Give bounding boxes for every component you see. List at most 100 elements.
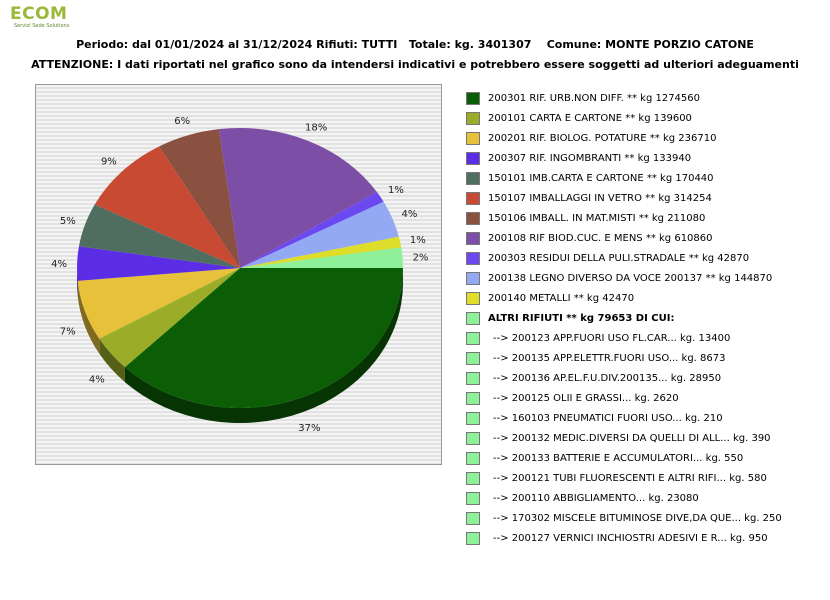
legend-subitem: --> 200133 BATTERIE E ACCUMULATORI... kg…: [466, 450, 826, 470]
legend-swatch: [466, 212, 480, 225]
report-header-period: Periodo: dal 01/01/2024 al 31/12/2024 Ri…: [76, 38, 754, 51]
pie-percent-label: 37%: [298, 423, 320, 434]
pie-slice-side: [77, 280, 100, 354]
legend-swatch: [466, 512, 480, 525]
legend-label: --> 200136 AP.EL.F.U.DIV.200135... kg. 2…: [493, 373, 722, 384]
pie-slice: [240, 192, 384, 268]
pie-slice-side: [77, 268, 78, 296]
legend-label: --> 160103 PNEUMATICI FUORI USO... kg. 2…: [493, 413, 723, 424]
legend-swatch: [466, 292, 480, 305]
pie-slice: [99, 268, 241, 368]
legend-item: 200140 METALLI ** kg 42470: [466, 290, 826, 310]
legend-swatch: [466, 252, 480, 265]
legend-item: 200303 RESIDUI DELLA PULI.STRADALE ** kg…: [466, 250, 826, 270]
legend-label: 200201 RIF. BIOLOG. POTATURE ** kg 23671…: [488, 133, 717, 144]
legend-item: 150101 IMB.CARTA E CARTONE ** kg 170440: [466, 170, 826, 190]
legend-item: 200101 CARTA E CARTONE ** kg 139600: [466, 110, 826, 130]
legend-swatch: [466, 132, 480, 145]
pie-slice-side: [99, 338, 125, 383]
pie-slice: [78, 204, 240, 268]
legend-label: --> 200110 ABBIGLIAMENTO... kg. 23080: [493, 493, 699, 504]
legend-swatch: [466, 272, 480, 285]
pie-percent-label: 1%: [388, 185, 404, 196]
legend-swatch: [466, 532, 480, 545]
legend-swatch: [466, 232, 480, 245]
legend-item: 200307 RIF. INGOMBRANTI ** kg 133940: [466, 150, 826, 170]
legend-subitem: --> 200135 APP.ELETTR.FUORI USO... kg. 8…: [466, 350, 826, 370]
legend-label: --> 200135 APP.ELETTR.FUORI USO... kg. 8…: [493, 353, 726, 364]
legend-label: 150107 IMBALLAGGI IN VETRO ** kg 314254: [488, 193, 712, 204]
legend-label: --> 200132 MEDIC.DIVERSI DA QUELLI DI AL…: [493, 433, 771, 444]
pie-slice: [77, 246, 240, 281]
legend-label: --> 170302 MISCELE BITUMINOSE DIVE,DA QU…: [493, 513, 782, 524]
pie-percent-label: 4%: [89, 374, 105, 385]
legend-swatch: [466, 312, 480, 325]
pie-percent-label: 18%: [305, 122, 327, 133]
logo-tagline: Servizi Sede Solutions: [14, 23, 70, 29]
legend-swatch: [466, 152, 480, 165]
pie-percent-label: 1%: [410, 235, 426, 246]
legend-label: 150101 IMB.CARTA E CARTONE ** kg 170440: [488, 173, 714, 184]
legend-subitem: --> 200110 ABBIGLIAMENTO... kg. 23080: [466, 490, 826, 510]
legend-swatch: [466, 112, 480, 125]
legend-label: 200138 LEGNO DIVERSO DA VOCE 200137 ** k…: [488, 273, 773, 284]
legend-label: 200301 RIF. URB.NON DIFF. ** kg 1274560: [488, 93, 701, 104]
legend-label: 200307 RIF. INGOMBRANTI ** kg 133940: [488, 153, 692, 164]
pie-slice: [77, 268, 240, 339]
legend-subitem: --> 160103 PNEUMATICI FUORI USO... kg. 2…: [466, 410, 826, 430]
pie-chart: 37% 4% 7% 4% 5% 9% 6% 18% 1% 4% 1% 2%: [51, 116, 429, 434]
legend-item-others: ALTRI RIFIUTI ** kg 79653 DI CUI:: [466, 310, 826, 330]
pie-percent-label: 9%: [101, 156, 117, 167]
legend-swatch: [466, 352, 480, 365]
legend-item: 200138 LEGNO DIVERSO DA VOCE 200137 ** k…: [466, 270, 826, 290]
legend-subitem: --> 200136 AP.EL.F.U.DIV.200135... kg. 2…: [466, 370, 826, 390]
legend-label: 150106 IMBALL. IN MAT.MISTI ** kg 211080: [488, 213, 706, 224]
chart-legend: 200301 RIF. URB.NON DIFF. ** kg 1274560 2…: [466, 90, 826, 550]
legend-item: 200301 RIF. URB.NON DIFF. ** kg 1274560: [466, 90, 826, 110]
pie-slice-side: [124, 268, 403, 424]
legend-label: 200303 RESIDUI DELLA PULI.STRADALE ** kg…: [488, 253, 750, 264]
legend-label: --> 200121 TUBI FLUORESCENTI E ALTRI RIF…: [493, 473, 767, 484]
legend-label: 200101 CARTA E CARTONE ** kg 139600: [488, 113, 692, 124]
report-header-warning: ATTENZIONE: I dati riportati nel grafico…: [31, 58, 799, 71]
pie-slice: [240, 201, 399, 268]
legend-item: 150106 IMBALL. IN MAT.MISTI ** kg 211080: [466, 210, 826, 230]
legend-subitem: --> 200123 APP.FUORI USO FL.CAR... kg. 1…: [466, 330, 826, 350]
legend-item: 150107 IMBALLAGGI IN VETRO ** kg 314254: [466, 190, 826, 210]
pie-percent-label: 5%: [60, 216, 76, 227]
pie-slice: [94, 146, 240, 268]
pie-slice: [240, 247, 403, 268]
pie-slice: [124, 268, 403, 408]
legend-swatch: [466, 392, 480, 405]
legend-swatch: [466, 432, 480, 445]
legend-subitem: --> 200121 TUBI FLUORESCENTI E ALTRI RIF…: [466, 470, 826, 490]
legend-label: --> 200133 BATTERIE E ACCUMULATORI... kg…: [493, 453, 744, 464]
pie-percent-label: 4%: [51, 259, 67, 270]
legend-item: 200201 RIF. BIOLOG. POTATURE ** kg 23671…: [466, 130, 826, 150]
pie-percent-label: 7%: [60, 327, 76, 338]
legend-label: 200140 METALLI ** kg 42470: [488, 293, 635, 304]
legend-swatch: [466, 192, 480, 205]
ecom-logo: ECOM Servizi Sede Solutions: [10, 4, 100, 30]
legend-subitem: --> 170302 MISCELE BITUMINOSE DIVE,DA QU…: [466, 510, 826, 530]
legend-item: 200108 RIF BIOD.CUC. E MENS ** kg 610860: [466, 230, 826, 250]
pie-slice: [159, 129, 240, 268]
pie-percent-label: 6%: [174, 116, 190, 127]
legend-swatch: [466, 452, 480, 465]
legend-swatch: [466, 332, 480, 345]
legend-label: ALTRI RIFIUTI ** kg 79653 DI CUI:: [488, 313, 675, 324]
legend-swatch: [466, 372, 480, 385]
pie-slice: [218, 128, 378, 268]
legend-subitem: --> 200132 MEDIC.DIVERSI DA QUELLI DI AL…: [466, 430, 826, 450]
legend-swatch: [466, 92, 480, 105]
legend-label: --> 200125 OLII E GRASSI... kg. 2620: [493, 393, 679, 404]
pie-slice: [240, 236, 402, 268]
legend-swatch: [466, 492, 480, 505]
legend-label: 200108 RIF BIOD.CUC. E MENS ** kg 610860: [488, 233, 713, 244]
legend-subitem: --> 200127 VERNICI INCHIOSTRI ADESIVI E …: [466, 530, 826, 550]
legend-label: --> 200127 VERNICI INCHIOSTRI ADESIVI E …: [493, 533, 768, 544]
legend-subitem: --> 200125 OLII E GRASSI... kg. 2620: [466, 390, 826, 410]
legend-swatch: [466, 472, 480, 485]
legend-swatch: [466, 172, 480, 185]
pie-percent-label: 2%: [413, 253, 429, 264]
